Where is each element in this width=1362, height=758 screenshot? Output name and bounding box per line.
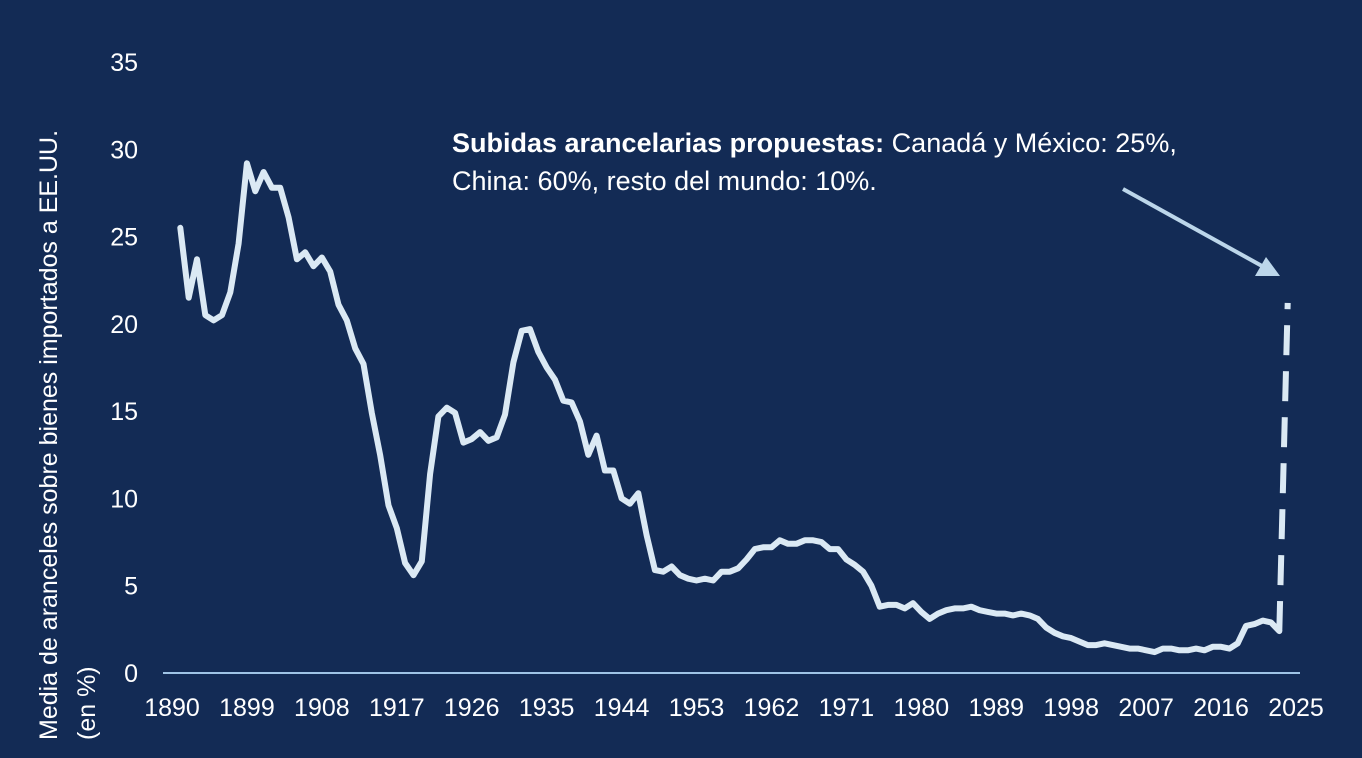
annotation-rest: Canadá y México: 25%,: [884, 128, 1177, 158]
y-axis-ticks: 0 5 10 15 20 25 30 35: [110, 49, 138, 688]
tariff-series: [177, 160, 1291, 656]
y-tick-label: 0: [124, 660, 138, 688]
x-tick-label: 2025: [1268, 694, 1324, 722]
y-axis-label-unit: (en %): [73, 666, 101, 740]
x-tick-label: 1962: [744, 694, 800, 722]
x-tick-label: 1989: [968, 694, 1024, 722]
y-tick-label: 20: [110, 311, 138, 339]
historical-tariff-line: [177, 160, 1283, 656]
y-tick-label: 5: [124, 573, 138, 601]
arrow-head: [1255, 257, 1280, 276]
x-axis-ticks: 1890 1899 1908 1917 1926 1935 1944 1953 1962 1971…: [144, 694, 1324, 722]
y-tick-label: 10: [110, 485, 138, 513]
annotation-bold: Subidas arancelarias propuestas:: [452, 128, 884, 158]
y-tick-label: 25: [110, 224, 138, 252]
x-tick-label: 1980: [894, 694, 950, 722]
x-tick-label: 1944: [594, 694, 650, 722]
annotation-line2: China: 60%, resto del mundo: 10%.: [452, 166, 877, 196]
annotation-line1: Subidas arancelarias propuestas: Canadá …: [452, 128, 1177, 158]
x-tick-label: 1953: [669, 694, 725, 722]
x-tick-label: 2007: [1118, 694, 1174, 722]
x-tick-label: 1935: [519, 694, 575, 722]
x-tick-label: 2016: [1193, 694, 1249, 722]
y-axis-label: Media de aranceles sobre bienes importad…: [35, 130, 63, 740]
x-tick-label: 1908: [294, 694, 350, 722]
arrow-shaft: [1122, 187, 1263, 268]
x-tick-label: 1998: [1043, 694, 1099, 722]
x-tick-label: 1926: [444, 694, 500, 722]
x-tick-label: 1971: [819, 694, 875, 722]
x-tick-label: 1890: [144, 694, 200, 722]
y-tick-label: 15: [110, 398, 138, 426]
x-tick-label: 1917: [369, 694, 425, 722]
annotation-arrow: [1122, 187, 1280, 276]
projected-tariff-line: [1276, 302, 1291, 632]
x-tick-label: 1899: [219, 694, 275, 722]
y-tick-label: 35: [110, 49, 138, 77]
y-tick-label: 30: [110, 136, 138, 164]
